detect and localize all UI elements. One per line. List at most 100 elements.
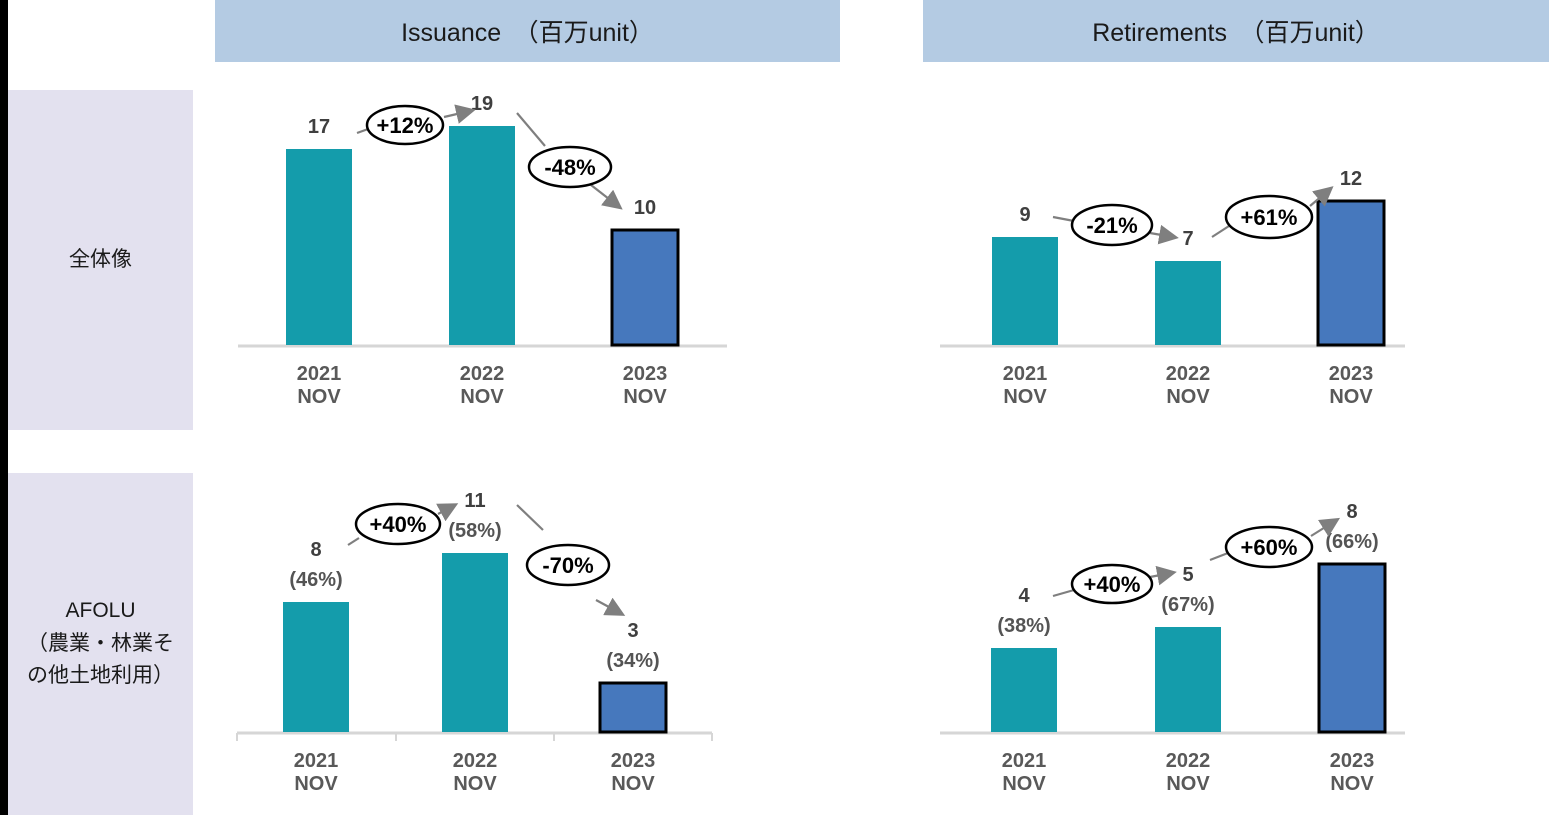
bar-2023 [610,228,680,347]
change-bubble [1070,563,1154,605]
bar-2021 [991,648,1057,732]
category-month-label: NOV [1166,386,1210,408]
bar-2023 [1317,562,1387,734]
category-year-label: 2022 [1166,363,1211,385]
change-arrow [443,104,476,124]
annotation-leader-line [347,537,360,546]
bar-2021 [286,149,352,345]
change-annotation-2021-2022: -21% [1052,203,1179,247]
bar-2022 [1155,261,1221,345]
share-label: (66%) [1325,531,1378,553]
change-annotation-2021-2022: +12% [356,104,476,146]
change-arrow [436,503,459,522]
category-month-label: NOV [294,773,338,795]
category-year-label: 2022 [1166,750,1211,772]
bar-2021 [992,237,1058,345]
change-label: -48% [544,155,595,180]
category-year-label: 2021 [1002,750,1047,772]
value-label: 10 [634,197,656,219]
category-month-label: NOV [1003,386,1047,408]
change-label: +40% [1084,572,1141,597]
annotation-leader-line [1052,215,1075,223]
change-annotation-2022-2023: +61% [1211,186,1334,240]
share-label: (38%) [997,615,1050,637]
annotation-leader-line [516,112,546,147]
category-month-label: NOV [611,773,655,795]
share-label: (46%) [289,569,342,591]
change-annotation-2021-2022: +40% [1052,563,1177,605]
change-bubble [527,145,613,189]
category-year-label: 2023 [1329,363,1374,385]
value-label: 5 [1182,564,1193,586]
share-label: (34%) [606,650,659,672]
change-annotation-2022-2023: -48% [516,112,623,210]
change-label: +61% [1241,205,1298,230]
change-annotation-2022-2023: -70% [516,504,626,616]
bar-2022 [442,553,508,732]
change-label: -21% [1086,213,1137,238]
change-annotation-2021-2022: +40% [347,502,459,546]
chart-afolu-retirements: 4(38%)2021NOV5(67%)2022NOV8(66%)2023NOV … [940,501,1405,795]
share-label: (58%) [448,520,501,542]
category-year-label: 2023 [611,750,656,772]
bar-2023 [1316,199,1386,347]
category-year-label: 2021 [1003,363,1048,385]
value-label: 4 [1018,585,1030,607]
category-month-label: NOV [623,386,667,408]
category-month-label: NOV [453,773,497,795]
row-label-afolu-line3: の他土地利用） [27,664,174,688]
change-label: -70% [542,553,593,578]
value-label: 17 [308,116,330,138]
value-label: 9 [1019,204,1030,226]
bar-2022 [1155,627,1221,732]
bar-2023 [598,681,668,734]
category-month-label: NOV [1166,773,1210,795]
change-arrow [1149,224,1179,245]
row-label-overall: 全体像 [8,90,193,430]
category-year-label: 2022 [460,363,505,385]
value-label: 8 [1346,501,1357,523]
bar-2021 [283,602,349,732]
annotation-leader-line [1211,225,1230,238]
category-year-label: 2021 [294,750,339,772]
column-header-issuance: Issuance （百万unit） [215,0,840,62]
bar-2022 [449,126,515,345]
change-arrow [1310,517,1341,537]
category-month-label: NOV [1329,386,1373,408]
category-year-label: 2023 [623,363,668,385]
category-year-label: 2022 [453,750,498,772]
change-arrow [595,597,626,616]
value-label: 19 [471,93,493,115]
change-label: +12% [377,113,434,138]
value-label: 11 [464,490,485,512]
category-month-label: NOV [460,386,504,408]
row-label-afolu-line1: AFOLU [65,599,136,623]
column-header-issuance-label: Issuance （百万unit） [401,19,654,47]
value-label: 3 [627,620,638,642]
change-bubble [1224,525,1314,569]
change-label: +40% [370,512,427,537]
change-bubble [354,502,442,546]
change-bubble [1070,203,1154,247]
share-label: (67%) [1161,594,1214,616]
change-arrow [1309,186,1334,207]
left-black-strip [0,0,8,815]
column-header-retirements: Retirements （百万unit） [923,0,1549,62]
annotation-leader-line [516,504,544,531]
value-label: 8 [310,539,321,561]
change-bubble [365,104,445,146]
row-label-afolu-line2: （農業・林業そ [27,631,174,655]
change-bubble [1224,194,1314,240]
change-arrow [1149,565,1177,586]
category-month-label: NOV [1330,773,1374,795]
change-bubble [525,543,611,587]
category-month-label: NOV [1002,773,1046,795]
category-year-label: 2021 [297,363,342,385]
chart-afolu-issuance: 8(46%)2021NOV11(58%)2022NOV3(34%)2023NOV… [236,490,713,795]
annotation-leader-line [1052,588,1075,598]
change-annotation-2022-2023: +60% [1209,517,1341,569]
column-header-retirements-label: Retirements （百万unit） [1092,19,1380,47]
